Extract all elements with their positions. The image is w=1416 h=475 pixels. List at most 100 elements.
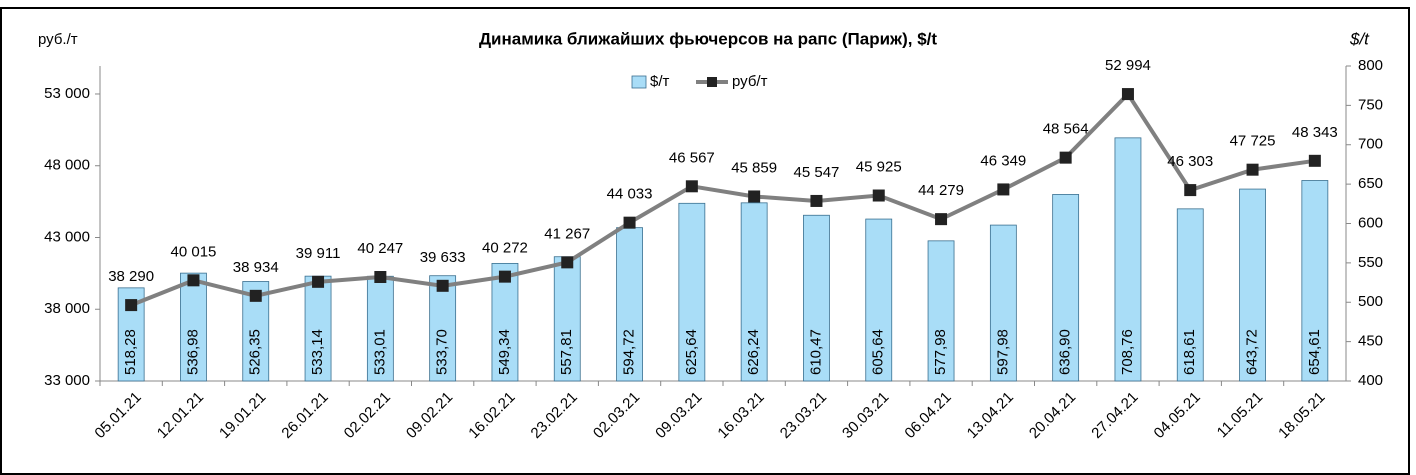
bar	[1052, 194, 1080, 382]
bar	[1114, 137, 1142, 382]
legend-label: руб/т	[732, 73, 768, 90]
line-value-label: 38 290	[108, 268, 154, 285]
y-tick-label: 38 000	[44, 300, 90, 317]
bar-value-label: 533,01	[371, 329, 388, 375]
bar	[740, 202, 768, 382]
bar-value-label: 533,70	[434, 329, 451, 375]
bar	[1239, 188, 1266, 382]
line-marker	[561, 256, 574, 269]
line-value-label: 39 911	[296, 245, 341, 262]
line-marker	[1121, 88, 1134, 101]
line-marker	[810, 194, 823, 207]
line-value-label: 45 925	[856, 158, 902, 175]
bar-value-label: 618,61	[1181, 329, 1198, 375]
line-value-label: 52 994	[1105, 57, 1151, 74]
line-marker	[997, 183, 1010, 196]
legend-label: $/т	[650, 73, 670, 90]
bar	[803, 214, 830, 382]
line-value-label: 45 547	[794, 164, 840, 181]
line-value-label: 40 247	[357, 240, 403, 257]
line-value-label: 39 633	[420, 249, 466, 266]
bar	[1301, 180, 1329, 382]
y-tick-label: 53 000	[44, 85, 90, 102]
y2-tick-label: 700	[1358, 136, 1383, 153]
line-marker	[1059, 151, 1072, 164]
bar-value-label: 636,90	[1057, 329, 1074, 375]
line	[130, 90, 1316, 307]
line-marker	[249, 289, 262, 302]
line-marker	[498, 270, 511, 283]
line-value-label: 40 272	[482, 240, 528, 257]
line-value-label: 44 033	[607, 186, 653, 203]
bar	[242, 281, 270, 382]
line-value-label: 46 303	[1167, 153, 1213, 170]
bar-value-label: 526,35	[247, 329, 264, 375]
y2-tick-label: 550	[1358, 254, 1383, 271]
y-axis-label: руб./т	[38, 31, 78, 48]
bar	[1176, 208, 1204, 382]
line-marker	[1246, 163, 1259, 176]
bar-value-label: 626,24	[745, 329, 762, 375]
bar	[678, 202, 706, 382]
y2-tick-label: 650	[1358, 175, 1383, 192]
bar	[180, 272, 207, 382]
y2-tick-label: 600	[1358, 214, 1383, 231]
line-value-label: 48 564	[1043, 121, 1089, 138]
line-value-label: 44 279	[918, 182, 964, 199]
line-marker	[872, 189, 885, 202]
line-marker	[935, 213, 948, 226]
line-marker	[312, 275, 325, 288]
line-value-label: 47 725	[1230, 133, 1276, 150]
bar-value-label: 625,64	[683, 329, 700, 375]
bar-value-label: 708,76	[1119, 329, 1136, 375]
bar-value-label: 643,72	[1244, 329, 1261, 375]
bar-value-label: 597,98	[994, 329, 1011, 375]
line-value-label: 41 267	[544, 225, 590, 242]
line-value-label: 48 343	[1292, 124, 1338, 141]
y2-tick-label: 400	[1358, 372, 1383, 389]
bar-value-label: 577,98	[932, 329, 949, 375]
line-marker	[125, 299, 138, 312]
y-tick-label: 48 000	[44, 157, 90, 174]
line-value-label: 38 934	[233, 259, 279, 276]
bar	[989, 224, 1017, 382]
bar-value-label: 610,47	[807, 329, 824, 375]
line-marker	[436, 279, 449, 292]
line-value-label: 46 567	[669, 149, 715, 166]
bar	[491, 262, 519, 382]
line-marker	[187, 274, 200, 287]
y2-tick-label: 800	[1358, 57, 1383, 74]
line-value-label: 40 015	[171, 243, 217, 260]
line-marker	[1184, 184, 1197, 197]
line-marker	[623, 216, 636, 229]
y2-tick-label: 450	[1358, 333, 1383, 350]
line-value-label: 45 859	[731, 159, 777, 176]
line-marker	[374, 270, 387, 283]
bar-value-label: 654,61	[1306, 329, 1323, 375]
line-value-label: 46 349	[980, 152, 1026, 169]
y-tick-label: 33 000	[44, 372, 90, 389]
bar-value-label: 557,81	[558, 329, 575, 375]
legend-swatch	[707, 77, 717, 87]
bar-value-label: 594,72	[621, 329, 638, 375]
y-tick-label: 43 000	[44, 228, 90, 245]
line-marker	[748, 190, 761, 203]
legend-swatch	[631, 75, 647, 89]
bar	[616, 227, 643, 382]
bar-value-label: 549,34	[496, 329, 513, 375]
y2-tick-label: 750	[1358, 96, 1383, 113]
y2-tick-label: 500	[1358, 293, 1383, 310]
line-marker	[1308, 154, 1321, 167]
bar-value-label: 518,28	[122, 329, 139, 375]
bar-value-label: 605,64	[870, 329, 887, 375]
bar-value-label: 536,98	[184, 329, 201, 375]
bar	[927, 240, 955, 382]
line-marker	[685, 180, 698, 193]
y2-axis-label: $/t	[1349, 29, 1370, 48]
chart-title: Динамика ближайших фьючерсов на рапс (Па…	[479, 29, 937, 48]
bar	[553, 256, 581, 382]
bar-value-label: 533,14	[309, 329, 326, 375]
bar	[865, 218, 893, 382]
bar	[304, 275, 332, 382]
